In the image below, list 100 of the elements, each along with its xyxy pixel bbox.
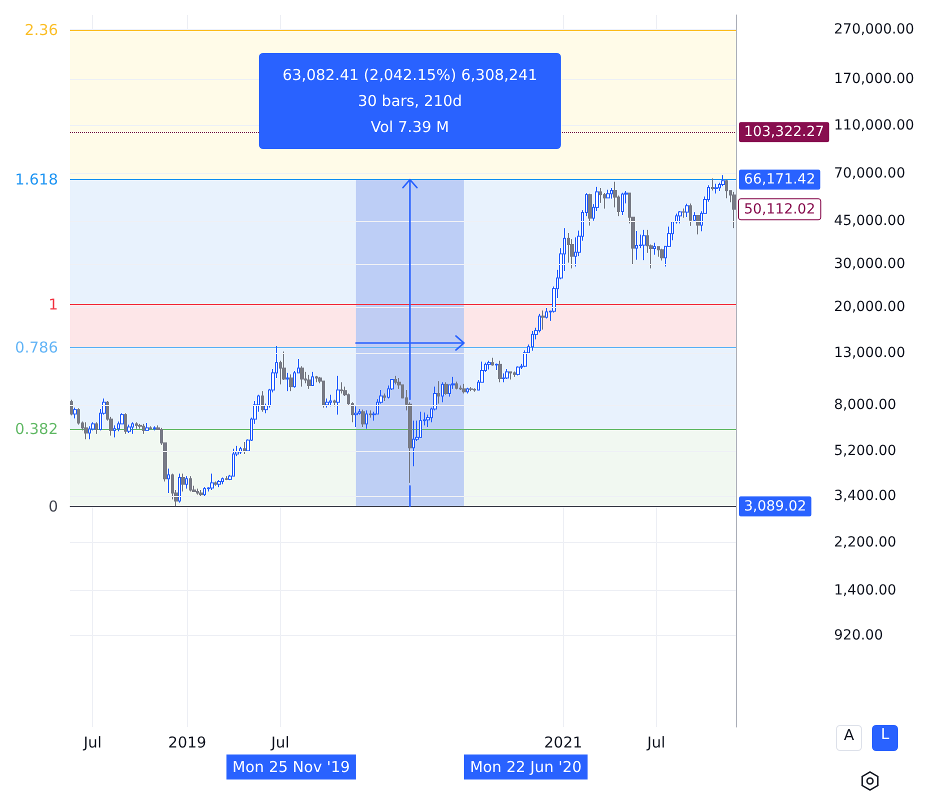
candlestick <box>354 406 358 428</box>
candlestick <box>135 422 138 430</box>
candlestick <box>315 375 318 383</box>
candlestick <box>124 412 127 434</box>
candlestick <box>462 383 466 394</box>
y-tick-label: 920.00 <box>834 628 883 644</box>
candlestick <box>531 330 534 352</box>
candlestick <box>333 399 336 407</box>
candlestick <box>505 368 509 380</box>
candlestick <box>73 407 77 419</box>
candlestick <box>185 476 188 490</box>
candlestick <box>491 357 494 366</box>
candlestick <box>261 390 264 412</box>
candlestick <box>239 446 242 454</box>
annotation: 50,112.02 <box>744 201 816 218</box>
candlestick <box>610 187 613 200</box>
candlestick <box>621 192 624 216</box>
candlestick <box>495 362 498 370</box>
candlestick <box>142 423 145 434</box>
candlestick <box>282 351 286 381</box>
x-tick-label: Jul <box>270 734 290 752</box>
candlestick <box>131 422 134 434</box>
candlestick <box>541 310 545 330</box>
y-tick-label: 8,000.00 <box>834 396 896 413</box>
y-tick-label: 2,200.00 <box>834 534 896 551</box>
text: Mon 22 Jun '20 <box>470 758 582 776</box>
text: Mon 25 Nov '19 <box>232 758 350 776</box>
candlestick <box>437 380 440 404</box>
candlestick <box>487 360 491 370</box>
candlestick <box>232 448 235 477</box>
candlestick <box>178 473 181 504</box>
x-tick-label: 2021 <box>544 734 582 752</box>
y2-tick-label: 0.382 <box>15 420 58 438</box>
candlestick <box>469 386 473 392</box>
candlestick <box>441 382 444 403</box>
candlestick <box>653 242 656 256</box>
candlestick <box>289 374 293 392</box>
candlestick <box>84 422 88 440</box>
candlestick <box>685 203 689 218</box>
candlestick <box>714 183 718 194</box>
annotation: 63,082.41 (2,042.15%) 6,308,241 <box>282 66 538 84</box>
candlestick <box>498 360 502 383</box>
candlestick <box>689 203 692 226</box>
candlestick <box>383 393 386 402</box>
candlestick <box>361 409 365 428</box>
candlestick <box>711 178 714 191</box>
candlestick <box>513 370 516 378</box>
candlestick <box>286 372 289 392</box>
y-tick-label: 270,000.00 <box>834 22 914 38</box>
y-tick-label: 20,000.00 <box>834 299 906 316</box>
candlestick <box>336 375 340 416</box>
candlestick <box>340 382 343 394</box>
y-tick-label: 70,000.00 <box>834 166 906 182</box>
candlestick <box>545 307 548 319</box>
candlestick <box>199 490 203 497</box>
candlestick <box>675 213 678 224</box>
candlestick <box>588 193 592 226</box>
candlestick <box>419 411 422 438</box>
candlestick <box>113 424 116 438</box>
candlestick <box>307 374 311 390</box>
candlestick <box>189 476 192 492</box>
candlestick <box>696 214 700 235</box>
candlestick <box>466 387 469 394</box>
candlestick <box>95 422 98 434</box>
y-tick-label: 45,000.00 <box>834 212 906 229</box>
y-tick-label: 30,000.00 <box>834 256 906 272</box>
toggle-button: A <box>836 725 862 751</box>
candlestick <box>153 426 156 431</box>
candlestick <box>509 371 512 380</box>
candlestick <box>473 388 476 392</box>
candlestick <box>325 398 329 408</box>
candlestick <box>693 212 696 222</box>
y2-tick-label: 2.36 <box>24 20 58 39</box>
candlestick <box>369 410 372 418</box>
candlestick <box>412 420 415 467</box>
candlestick <box>678 210 682 224</box>
candlestick <box>167 468 170 494</box>
ref-line-label: 3,089.02 <box>744 498 806 514</box>
y-tick-label: 170,000.00 <box>834 71 914 88</box>
candlestick <box>642 229 646 261</box>
y-tick-label: 110,000.00 <box>834 117 914 134</box>
candlestick <box>365 410 368 430</box>
candlestick <box>225 476 228 481</box>
candlestick <box>181 473 185 492</box>
x-tick-label: Jul <box>646 734 666 752</box>
y2-tick-label: 1.618 <box>15 170 58 189</box>
candlestick <box>322 380 325 408</box>
candlestick <box>394 375 397 385</box>
candlestick <box>635 230 638 260</box>
candlestick <box>127 424 131 434</box>
ref-line-label: 66,171.42 <box>744 172 816 188</box>
annotation: 30 bars, 210d <box>358 92 462 110</box>
candlestick <box>300 366 304 388</box>
candlestick <box>88 426 91 440</box>
candlestick <box>329 394 332 407</box>
candlestick <box>516 366 520 376</box>
candlestick <box>217 480 221 488</box>
candlestick <box>444 382 448 396</box>
y-tick-label: 3,400.00 <box>834 488 896 504</box>
ref-line-label: 103,322.27 <box>744 124 824 140</box>
